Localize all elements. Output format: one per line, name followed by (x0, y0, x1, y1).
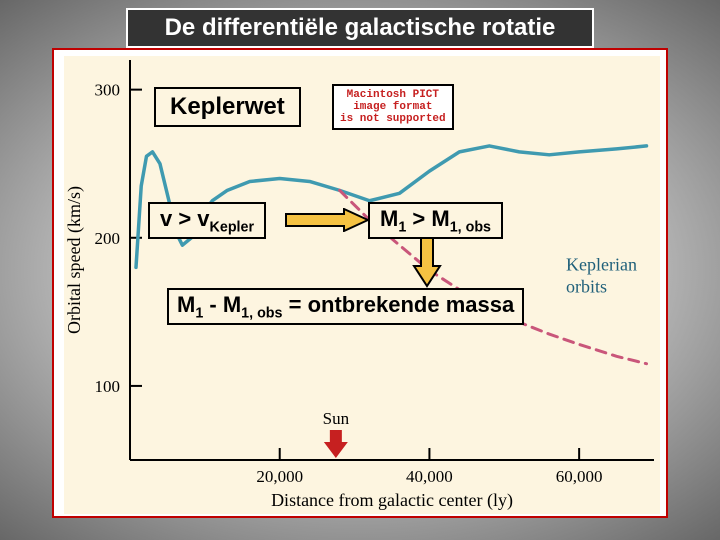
md-mid-sub: 1, obs (241, 305, 282, 321)
title-box: De differentiële galactische rotatie (126, 8, 594, 48)
svg-text:Keplerian: Keplerian (566, 254, 637, 274)
svg-text:40,000: 40,000 (406, 467, 453, 486)
keplerwet-label: Keplerwet (154, 87, 301, 127)
md-eq: = ontbrekende massa (283, 292, 515, 317)
chart-container: 100 200 300 20,000 40,000 60,000 Distance from… (52, 48, 668, 518)
keplerwet-text: Keplerwet (170, 93, 285, 120)
arrow-right-icon (284, 208, 370, 232)
page-title: De differentiële galactische rotatie (165, 14, 556, 41)
m-ineq-gt: > M (406, 206, 449, 231)
svg-text:Orbital speed (km/s): Orbital speed (km/s) (64, 186, 85, 334)
svg-text:100: 100 (95, 377, 121, 396)
svg-text:200: 200 (95, 229, 121, 248)
mass-inequality: M1 > M1, obs (368, 202, 503, 239)
m-ineq-l: M (380, 206, 398, 231)
m-ineq-r-sub: 1, obs (450, 219, 491, 235)
svg-text:20,000: 20,000 (256, 467, 303, 486)
v-ineq-sub: Kepler (210, 219, 255, 235)
svg-text:60,000: 60,000 (556, 467, 603, 486)
mass-difference: M1 - M1, obs = ontbrekende massa (167, 288, 524, 325)
svg-text:Sun: Sun (323, 409, 350, 428)
v-ineq-left: v > v (160, 206, 210, 231)
svg-text:orbits: orbits (566, 276, 607, 296)
md-mid: - M (203, 292, 241, 317)
svg-text:300: 300 (95, 81, 121, 100)
macpict-placeholder: Macintosh PICT image format is not suppo… (332, 84, 454, 130)
velocity-inequality: v > vKepler (148, 202, 266, 239)
md-l: M (177, 292, 195, 317)
svg-text:Distance from galactic center: Distance from galactic center (ly) (271, 490, 513, 511)
arrow-down-icon (412, 236, 442, 288)
chart-area: 100 200 300 20,000 40,000 60,000 Distance from… (54, 50, 666, 516)
macpict-text: Macintosh PICT image format is not suppo… (340, 89, 446, 125)
